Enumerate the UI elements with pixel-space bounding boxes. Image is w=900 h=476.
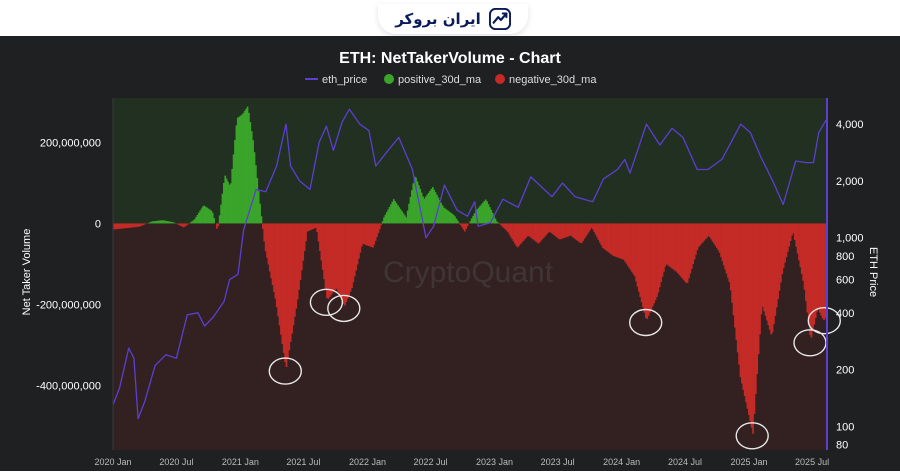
y2-tick-label: 800 <box>836 251 854 263</box>
x-tick-label: 2022 Jul <box>413 457 447 467</box>
x-tick-label: 2021 Jan <box>222 457 259 467</box>
x-tick-label: 2021 Jul <box>286 457 320 467</box>
legend-positive-swatch <box>384 74 394 84</box>
y2-tick-label: 2,000 <box>836 176 864 188</box>
negative-bar <box>145 223 147 224</box>
positive-bar <box>261 216 263 223</box>
legend: eth_price positive_30d_ma negative_30d_m… <box>305 74 597 86</box>
legend-positive-label: positive_30d_ma <box>398 74 482 86</box>
x-tick-label: 2024 Jul <box>668 457 702 467</box>
chart-title: ETH: NetTakerVolume - Chart <box>339 50 561 67</box>
y2-axis-label: ETH Price <box>867 247 879 297</box>
x-tick-label: 2020 Jul <box>159 457 193 467</box>
y2-tick-label: 200 <box>836 365 854 377</box>
negative-bar <box>380 223 382 225</box>
legend-negative-swatch <box>495 74 505 84</box>
chart-panel: ETH: NetTakerVolume - Chart eth_price po… <box>0 36 900 471</box>
y2-tick-label: 80 <box>836 440 848 452</box>
x-tick-label: 2022 Jan <box>349 457 386 467</box>
y2-tick-label: 400 <box>836 308 854 320</box>
x-tick-label: 2020 Jan <box>94 457 131 467</box>
negative-bar <box>467 223 469 226</box>
y2-tick-label: 100 <box>836 421 854 433</box>
legend-eth-price-label: eth_price <box>322 74 367 86</box>
brand-logo[interactable]: ایران بروکر <box>378 4 528 34</box>
positive-bar <box>497 223 499 224</box>
brand-header: ایران بروکر <box>0 0 900 36</box>
x-tick-label: 2025 Jul <box>795 457 829 467</box>
positive-bar <box>458 223 460 224</box>
brand-name: ایران بروکر <box>395 10 481 28</box>
watermark: CryptoQuant <box>383 256 554 289</box>
y2-tick-label: 1,000 <box>836 233 864 245</box>
x-tick-label: 2024 Jan <box>603 457 640 467</box>
y-tick-label: 200,000,000 <box>40 138 101 150</box>
y2-tick-label: 4,000 <box>836 119 864 131</box>
legend-negative-label: negative_30d_ma <box>509 74 597 86</box>
negative-bar <box>187 223 189 224</box>
y-tick-label: 0 <box>95 218 101 230</box>
y-tick-label: -200,000,000 <box>36 299 101 311</box>
chart-trend-icon <box>489 8 511 30</box>
x-tick-label: 2025 Jan <box>731 457 768 467</box>
y-axis-label: Net Taker Volume <box>21 229 33 316</box>
x-tick-label: 2023 Jan <box>476 457 513 467</box>
y2-tick-label: 600 <box>836 275 854 287</box>
positive-bar <box>213 218 215 223</box>
negative-bar <box>217 223 219 226</box>
x-tick-label: 2023 Jul <box>541 457 575 467</box>
y-tick-label: -400,000,000 <box>36 380 101 392</box>
chart-svg: ETH: NetTakerVolume - Chart eth_price po… <box>0 36 900 471</box>
